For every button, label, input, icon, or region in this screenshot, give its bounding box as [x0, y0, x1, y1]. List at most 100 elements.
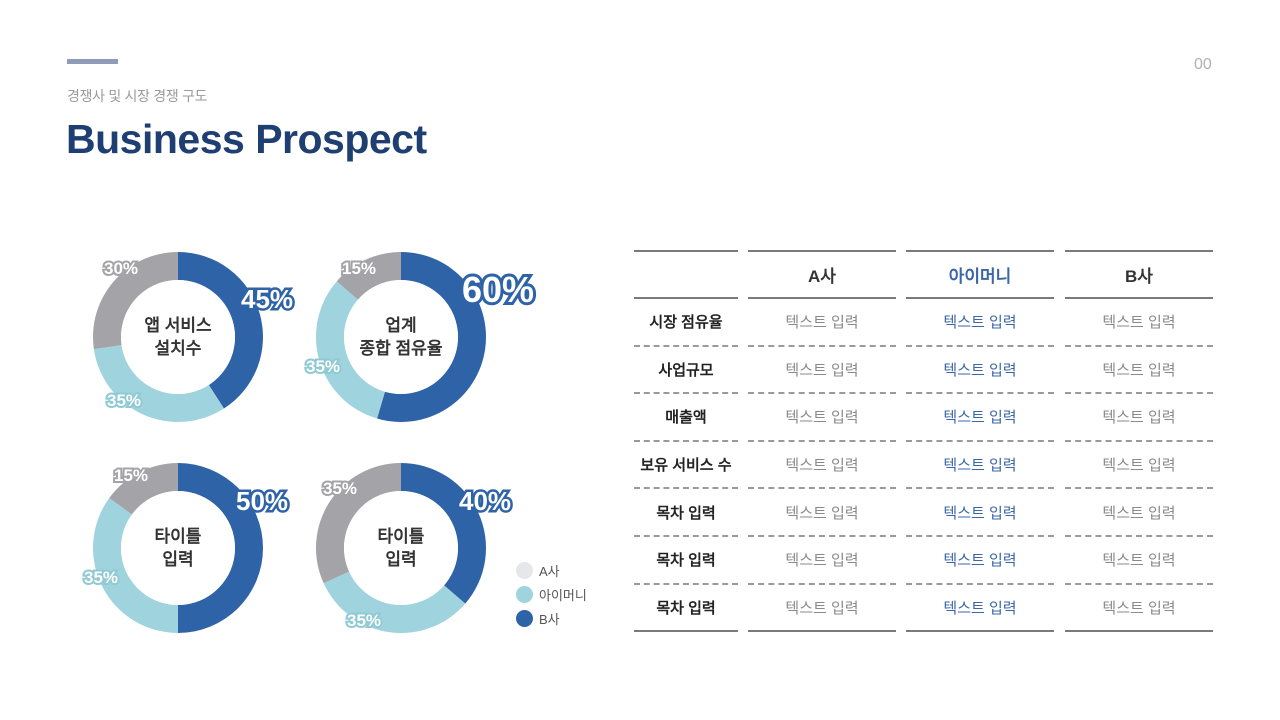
- table-bottom-rule: [906, 630, 1054, 633]
- donut-segment: [336, 252, 401, 300]
- donut-center-label: 앱 서비스 설치수: [144, 316, 212, 358]
- donut-center-label: 타이틀 입력: [154, 527, 202, 569]
- table-row-divider: [748, 344, 896, 347]
- donut-chart-4: 타이틀 입력: [306, 453, 496, 643]
- pct-label-b: 40%: [456, 484, 513, 519]
- table-cell-b[interactable]: 텍스트 입력: [1102, 409, 1176, 427]
- table-cell-b[interactable]: 텍스트 입력: [1102, 504, 1176, 522]
- table-header-cell: B사: [1125, 267, 1153, 286]
- table-cell-imoney[interactable]: 텍스트 입력: [943, 457, 1017, 475]
- table-cell-a[interactable]: 텍스트 입력: [785, 552, 859, 570]
- table-row-divider: [748, 439, 896, 442]
- legend-label: B사: [539, 611, 560, 627]
- donut-segment: [401, 463, 486, 604]
- pct-label-imoney: 35%: [345, 609, 383, 632]
- table-top-rule: [906, 250, 1054, 252]
- table-row-divider: [906, 344, 1054, 347]
- table-cell-a[interactable]: 텍스트 입력: [785, 457, 859, 475]
- table-row-label: 시장 점유율: [649, 314, 723, 332]
- donut-segment: [316, 463, 401, 584]
- table-row-divider: [748, 535, 896, 537]
- page-title: Business Prospect: [66, 116, 427, 162]
- pct-label-a: 35%: [321, 477, 359, 500]
- table-cell-b[interactable]: 텍스트 입력: [1102, 599, 1176, 617]
- donut-ring: [92, 463, 263, 633]
- table-row-label: 목차 입력: [656, 504, 716, 522]
- pct-label-b: 50%: [233, 484, 290, 519]
- table-cell-a[interactable]: 텍스트 입력: [785, 599, 859, 617]
- table-row-label: 보유 서비스 수: [640, 457, 732, 475]
- donut-segment: [92, 498, 178, 633]
- table-cell-b[interactable]: 텍스트 입력: [1102, 314, 1176, 332]
- donut-segment: [93, 345, 224, 422]
- donut-segment: [316, 281, 385, 419]
- table-cell-imoney[interactable]: 텍스트 입력: [943, 504, 1017, 522]
- legend-label: 아이머니: [539, 587, 587, 603]
- legend-label: A사: [539, 563, 560, 579]
- donut-ring: [316, 463, 486, 633]
- table-cell-imoney[interactable]: 텍스트 입력: [943, 361, 1017, 379]
- table-row-divider: [1065, 582, 1213, 585]
- table-cell-a[interactable]: 텍스트 입력: [785, 504, 859, 522]
- table-cell-a[interactable]: 텍스트 입력: [785, 361, 859, 379]
- table-header-rule: [748, 297, 896, 299]
- table-row-divider: [634, 439, 738, 442]
- page-subtitle: 경쟁사 및 시장 경쟁 구도: [67, 88, 208, 104]
- table-cell-a[interactable]: 텍스트 입력: [785, 314, 859, 332]
- table-cell-imoney[interactable]: 텍스트 입력: [943, 409, 1017, 427]
- donut-chart-2: 업계 종합 점유율: [306, 242, 496, 432]
- table-row-divider: [634, 582, 738, 585]
- table-row-divider: [1065, 344, 1213, 347]
- pct-label-a: 15%: [340, 257, 378, 280]
- table-top-rule: [1065, 250, 1213, 252]
- table-header-cell: A사: [808, 267, 836, 286]
- table-header-rule: [1065, 297, 1213, 299]
- donut-segment: [109, 463, 178, 515]
- chart-legend: A사 아이머니 B사: [516, 558, 587, 630]
- table-cell-a[interactable]: 텍스트 입력: [785, 409, 859, 427]
- accent-bar: [67, 59, 118, 64]
- table-row-divider: [906, 439, 1054, 442]
- legend-dot-icon: [516, 585, 533, 603]
- page-number: 00: [1194, 56, 1212, 73]
- table-row-label: 매출액: [665, 409, 707, 427]
- table-cell-b[interactable]: 텍스트 입력: [1102, 457, 1176, 475]
- donut-center-label: 타이틀 입력: [377, 527, 425, 569]
- table-cell-b[interactable]: 텍스트 입력: [1102, 361, 1176, 379]
- table-row-divider: [1065, 535, 1213, 537]
- table-row-divider: [634, 392, 738, 395]
- table-cell-imoney[interactable]: 텍스트 입력: [943, 599, 1017, 617]
- table-top-rule: [748, 250, 896, 252]
- table-cell-b[interactable]: 텍스트 입력: [1102, 552, 1176, 570]
- donut-segment: [323, 571, 466, 633]
- table-bottom-rule: [1065, 630, 1213, 633]
- table-row-divider: [906, 582, 1054, 585]
- table-row-label: 목차 입력: [656, 552, 716, 570]
- table-row-divider: [748, 392, 896, 395]
- table-cell-imoney[interactable]: 텍스트 입력: [943, 552, 1017, 570]
- table-top-rule: [634, 250, 738, 252]
- pct-label-b: 45%: [238, 282, 295, 317]
- table-row-divider: [634, 535, 738, 537]
- table-row-label: 사업규모: [658, 361, 714, 379]
- donut-chart-3: 타이틀 입력: [83, 453, 273, 643]
- pct-label-imoney: 35%: [304, 355, 342, 378]
- donut-ring: [92, 252, 263, 422]
- table-header-rule: [634, 297, 738, 299]
- donut-segment: [178, 463, 263, 633]
- legend-item-imoney: 아이머니: [516, 582, 587, 606]
- table-cell-imoney[interactable]: 텍스트 입력: [943, 314, 1017, 332]
- table-row-divider: [906, 392, 1054, 395]
- table-row-divider: [748, 582, 896, 585]
- table-header-cell: 아이머니: [948, 267, 1012, 286]
- donut-ring: [316, 252, 486, 422]
- table-row-label: 목차 입력: [656, 599, 716, 617]
- table-row-divider: [1065, 439, 1213, 442]
- table-row-divider: [1065, 487, 1213, 490]
- legend-item-a: A사: [516, 558, 587, 582]
- table-row-divider: [906, 487, 1054, 490]
- table-row-divider: [906, 535, 1054, 537]
- table-header-rule: [906, 297, 1054, 299]
- pct-label-a: 15%: [112, 464, 150, 487]
- donut-segment: [178, 252, 263, 409]
